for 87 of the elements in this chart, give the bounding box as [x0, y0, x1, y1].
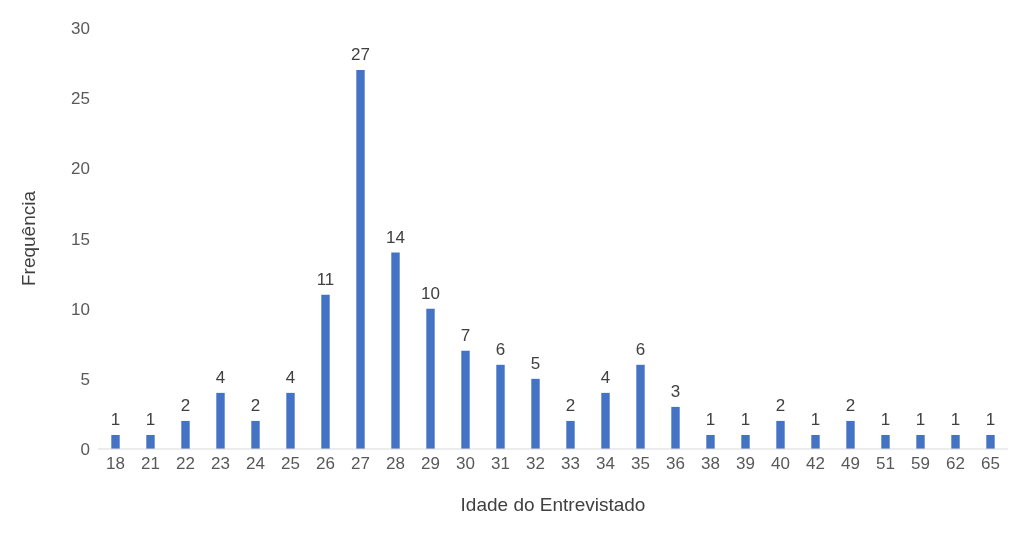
bar [741, 434, 750, 449]
bar [846, 420, 855, 449]
data-label: 1 [880, 409, 891, 429]
data-label: 6 [495, 339, 506, 359]
x-tick-label: 24 [246, 454, 265, 474]
x-tick-label: 23 [211, 454, 230, 474]
x-axis-title: Idade do Entrevistado [460, 494, 646, 515]
bar [391, 252, 400, 449]
x-tick-label: 39 [736, 454, 755, 474]
x-tick-label: 51 [876, 454, 895, 474]
bar [706, 434, 715, 449]
x-tick-label: 26 [316, 454, 335, 474]
data-label: 4 [215, 367, 226, 387]
data-label: 2 [565, 395, 576, 415]
x-tick-label: 38 [701, 454, 720, 474]
bar [531, 378, 540, 449]
x-tick-label: 25 [281, 454, 300, 474]
y-tick-label: 0 [80, 440, 90, 460]
bar [811, 434, 820, 449]
x-tick-label: 65 [981, 454, 1000, 474]
x-tick-label: 35 [631, 454, 650, 474]
data-label: 1 [810, 409, 821, 429]
y-tick-label: 25 [71, 89, 90, 109]
bar [986, 434, 995, 449]
bar [776, 420, 785, 449]
data-label: 14 [386, 227, 405, 247]
y-tick-label: 5 [80, 369, 90, 389]
bar [496, 364, 505, 449]
bar [181, 420, 190, 449]
data-label: 2 [180, 395, 191, 415]
bar [426, 308, 435, 449]
y-axis-title: Frequência [17, 190, 39, 287]
x-tick-label: 18 [106, 454, 125, 474]
x-tick-label: 32 [526, 454, 545, 474]
y-tick-label: 30 [71, 19, 90, 39]
data-label: 1 [740, 409, 751, 429]
data-label: 1 [985, 409, 996, 429]
data-label: 1 [950, 409, 961, 429]
bar [111, 434, 120, 449]
data-label: 7 [460, 325, 471, 345]
x-tick-label: 33 [561, 454, 580, 474]
bar [216, 392, 225, 449]
x-tick-label: 40 [771, 454, 790, 474]
bar [951, 434, 960, 449]
bar [916, 434, 925, 449]
bar [321, 294, 330, 449]
data-label: 11 [316, 269, 335, 289]
x-tick-label: 21 [141, 454, 160, 474]
x-tick-label: 49 [841, 454, 860, 474]
data-label: 1 [110, 409, 121, 429]
x-tick-label: 27 [351, 454, 370, 474]
data-label: 2 [775, 395, 786, 415]
data-label: 27 [351, 45, 370, 65]
x-tick-label: 22 [176, 454, 195, 474]
data-label: 3 [670, 381, 681, 401]
x-tick-label: 30 [456, 454, 475, 474]
data-label: 1 [705, 409, 716, 429]
data-label: 4 [285, 367, 296, 387]
data-label: 6 [635, 339, 646, 359]
data-label: 2 [845, 395, 856, 415]
data-label: 1 [915, 409, 926, 429]
bar [356, 70, 365, 449]
y-tick-label: 15 [71, 229, 90, 249]
x-tick-label: 62 [946, 454, 965, 474]
bar [636, 364, 645, 449]
x-tick-label: 42 [806, 454, 825, 474]
data-label: 1 [145, 409, 156, 429]
bar [601, 392, 610, 449]
data-label: 10 [421, 283, 440, 303]
data-label: 2 [250, 395, 261, 415]
bar [146, 434, 155, 449]
y-tick-label: 10 [71, 299, 90, 319]
x-tick-label: 28 [386, 454, 405, 474]
data-label: 5 [530, 353, 541, 373]
bar [251, 420, 260, 449]
x-tick-label: 31 [491, 454, 510, 474]
bar [671, 406, 680, 449]
bar [286, 392, 295, 449]
data-label: 4 [600, 367, 611, 387]
bar [461, 350, 470, 449]
y-tick-label: 20 [71, 159, 90, 179]
x-tick-label: 59 [911, 454, 930, 474]
bar [881, 434, 890, 449]
bar [566, 420, 575, 449]
x-tick-label: 36 [666, 454, 685, 474]
x-tick-label: 34 [596, 454, 615, 474]
x-tick-label: 29 [421, 454, 440, 474]
